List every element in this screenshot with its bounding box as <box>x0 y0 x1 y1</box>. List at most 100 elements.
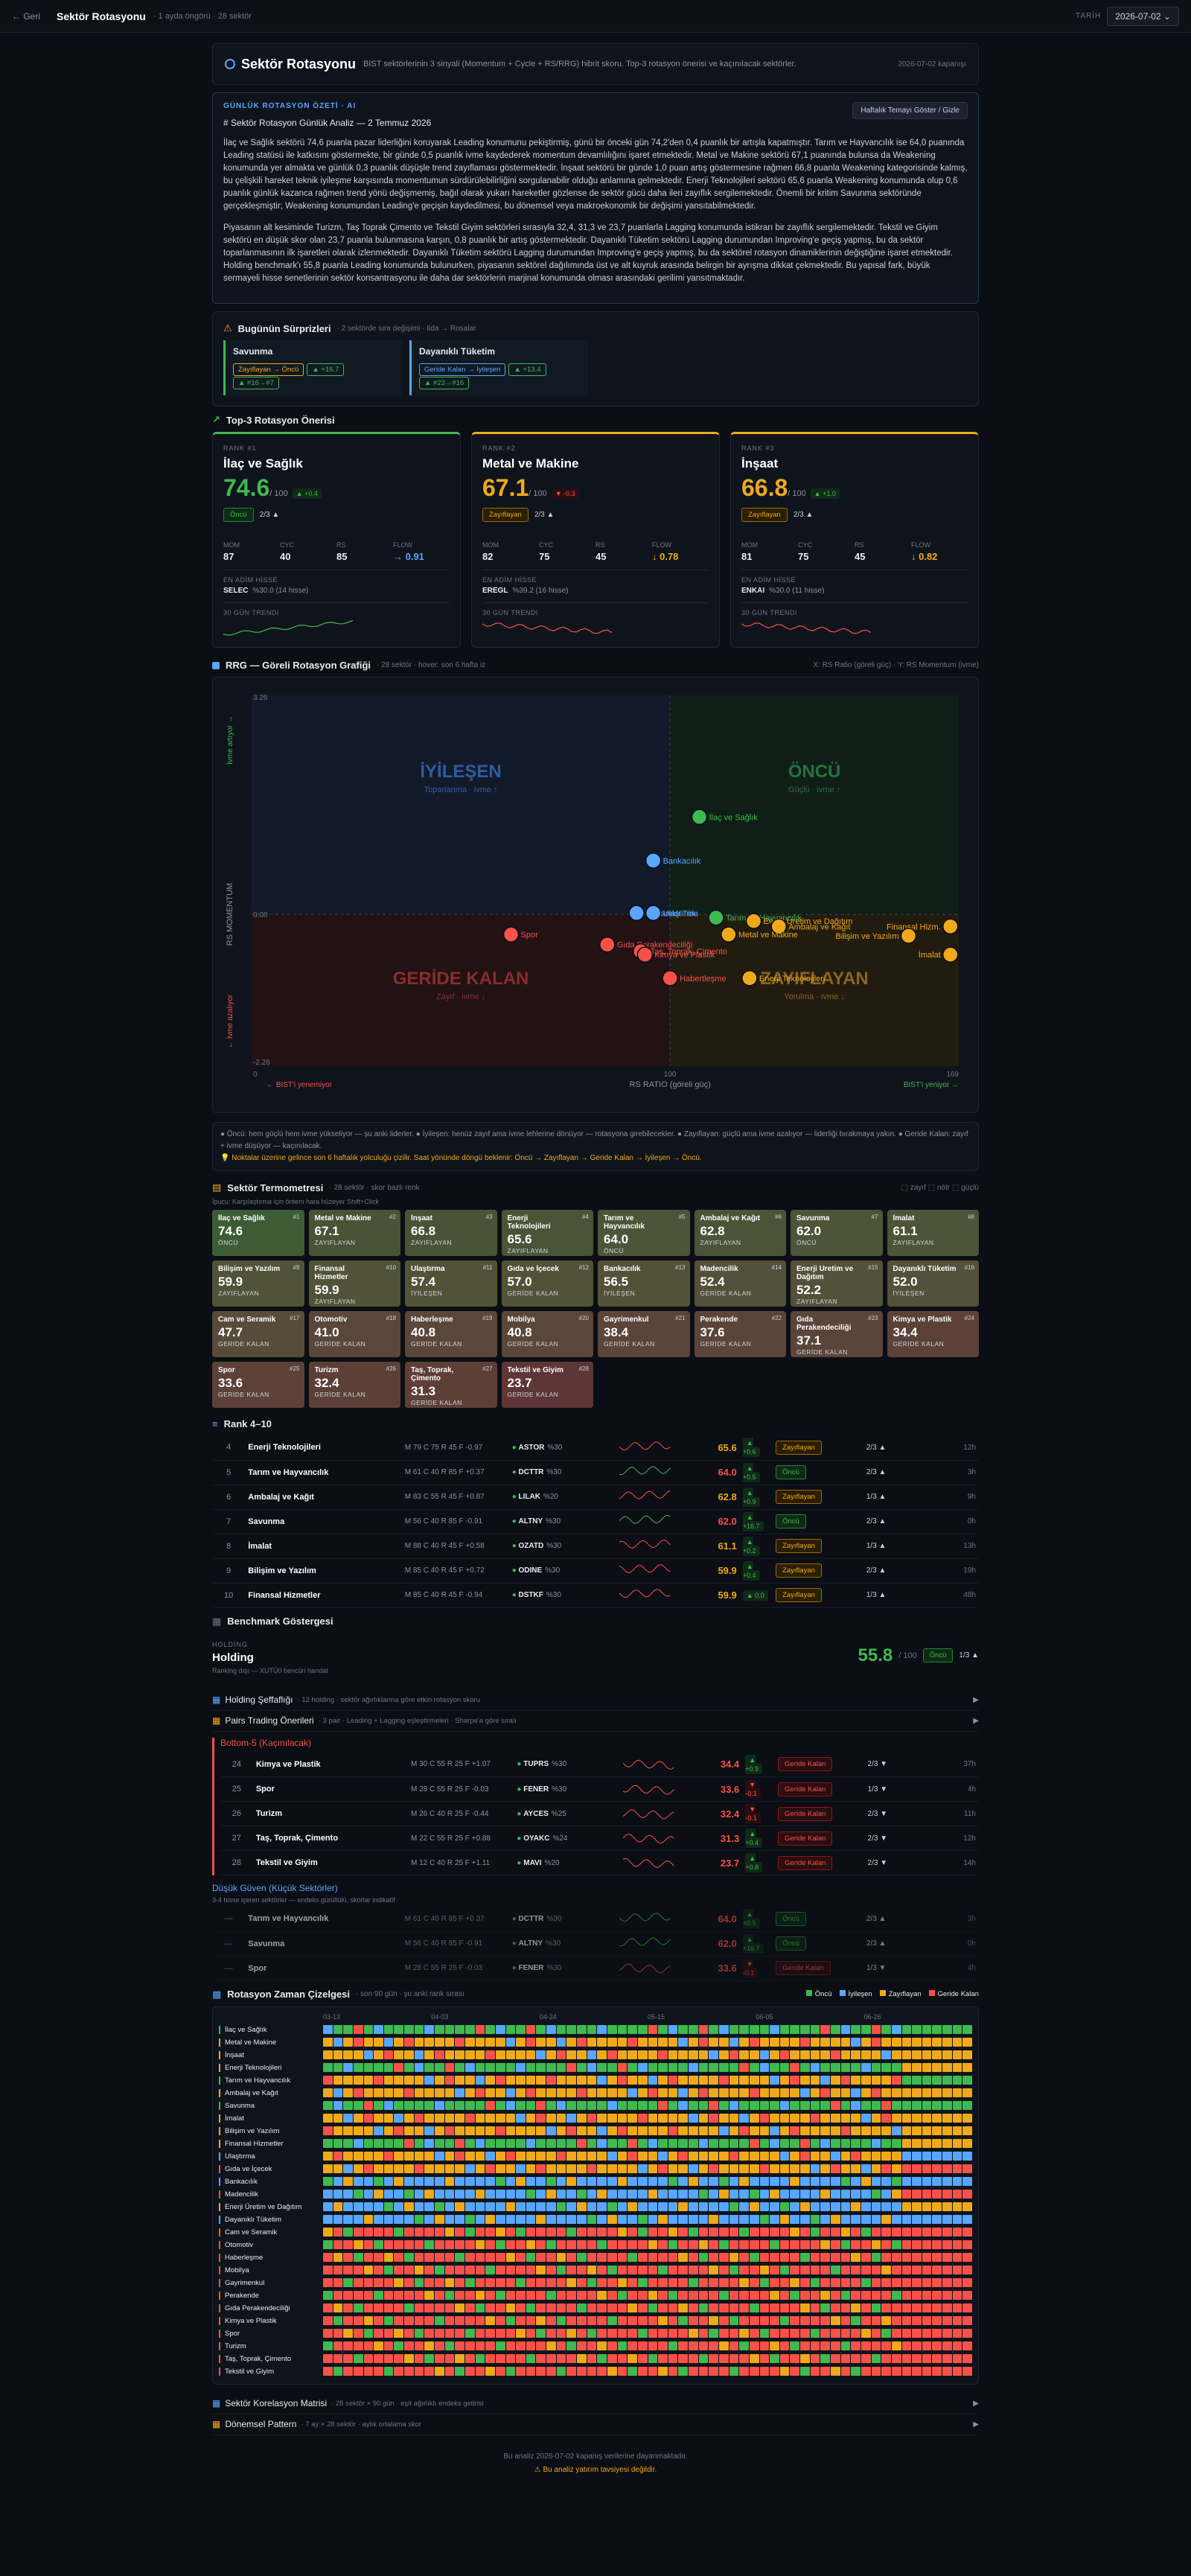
sector-tile[interactable]: #15 Enerji Üretim ve Dağıtım 52.2 ZAYIFLAYA… <box>791 1260 883 1307</box>
timeline-row[interactable]: Ambalaj ve Kağıt <box>219 2087 972 2100</box>
sector-tile[interactable]: #1 İlaç ve Sağlık 74.6 ÖNCÜ <box>212 1210 304 1256</box>
table-row[interactable]: 6 Ambalaj ve Kağıt M 83 C 55 R 45 F +0.87 ●… <box>212 1485 979 1510</box>
sector-point[interactable] <box>628 905 645 922</box>
table-row[interactable]: 7 Savunma M 56 C 40 R 85 F -0.91 ● ALTNY %30… <box>212 1509 979 1534</box>
sector-tile[interactable]: #26 Turizm 32.4 GERİDE KALAN <box>308 1362 400 1408</box>
timeline-row[interactable]: Kimya ve Plastik <box>219 2315 972 2327</box>
sector-tile[interactable]: #5 Tarım ve Hayvancılık 64.0 ÖNCÜ <box>598 1210 690 1256</box>
sector-tile[interactable]: #21 Gayrimenkul 38.4 GERİDE KALAN <box>598 1311 690 1357</box>
sector-tile[interactable]: #6 Ambalaj ve Kağıt 62.8 ZAYIFLAYAN <box>694 1210 786 1256</box>
table-row[interactable]: 27 Taş, Toprak, Çimento M 22 C 55 R 25 F +… <box>220 1826 979 1851</box>
timeline-row[interactable]: Turizm <box>219 2340 972 2353</box>
sector-tile[interactable]: #17 Cam ve Seramik 47.7 GERİDE KALAN <box>212 1311 304 1357</box>
sector-point[interactable] <box>741 970 758 986</box>
sector-tile[interactable]: #11 Ulaştırma 57.4 İYİLEŞEN <box>405 1260 497 1307</box>
timeline-row[interactable]: Otomotiv <box>219 2239 972 2251</box>
table-row[interactable]: — Tarım ve Hayvancılık M 61 C 40 R 85 F +0… <box>212 1907 979 1932</box>
timeline-row[interactable]: Tekstil ve Giyim <box>219 2365 972 2378</box>
table-row[interactable]: 24 Kimya ve Plastik M 30 C 55 R 25 F +1.07… <box>220 1752 979 1777</box>
timeline-row[interactable]: Tarım ve Hayvancılık <box>219 2074 972 2087</box>
timeline-row[interactable]: Haberleşme <box>219 2251 972 2264</box>
timeline-row[interactable]: İnşaat <box>219 2049 972 2062</box>
top3-card[interactable]: RANK #3 İnşaat 66.8/ 100 ▲ +1.0 Zayıflayan 2/… <box>730 432 979 648</box>
table-row[interactable]: 10 Finansal Hizmetler M 85 C 40 R 45 F -0.… <box>212 1583 979 1608</box>
timeline-row[interactable]: Enerji Teknolojileri <box>219 2062 972 2074</box>
table-row[interactable]: 8 İmalat M 88 C 40 R 45 F +0.58 ● OZATD %30 6… <box>212 1534 979 1559</box>
table-row[interactable]: 25 Spor M 28 C 55 R 25 F -0.03 ● FENER %30 33… <box>220 1776 979 1802</box>
timeline-row[interactable]: Finansal Hizmetler <box>219 2137 972 2150</box>
back-button[interactable]: ← Geri <box>12 10 41 22</box>
timeline-row[interactable]: Dayanıklı Tüketim <box>219 2213 972 2226</box>
sector-point[interactable] <box>900 928 917 944</box>
timeline-row[interactable]: Madencilik <box>219 2188 972 2201</box>
sector-tile[interactable]: #2 Metal ve Makine 67.1 ZAYIFLAYAN <box>308 1210 400 1256</box>
sector-tile[interactable]: #9 Bilişim ve Yazılım 59.9 ZAYIFLAYAN <box>212 1260 304 1307</box>
sector-point[interactable] <box>708 909 724 926</box>
timeline-row[interactable]: Gıda Perakendeciliği <box>219 2302 972 2315</box>
table-row[interactable]: — Spor M 28 C 55 R 25 F -0.03 ● FENER %30 33.… <box>212 1956 979 1981</box>
top3-card[interactable]: RANK #2 Metal ve Makine 67.1/ 100 ▼ -0.3 Zay… <box>471 432 720 648</box>
sector-point[interactable] <box>502 926 520 943</box>
sector-point[interactable] <box>662 970 678 986</box>
timeline-row[interactable]: İmalat <box>219 2112 972 2125</box>
sector-tile[interactable]: #8 İmalat 61.1 ZAYIFLAYAN <box>887 1210 979 1256</box>
pattern-toggle[interactable]: ▦ Dönemsel Pattern · 7 ay × 28 sektör · ay… <box>212 2414 979 2435</box>
sector-tile[interactable]: #12 Gıda ve İçecek 57.0 GERİDE KALAN <box>501 1260 593 1307</box>
timeline-row[interactable]: Ulaştırma <box>219 2150 972 2163</box>
top3-card[interactable]: RANK #1 İlaç ve Sağlık 74.6/ 100 ▲ +0.4 Öncü… <box>212 432 461 648</box>
sector-tile[interactable]: #7 Savunma 62.0 ÖNCÜ <box>791 1210 883 1256</box>
sector-tile[interactable]: #27 Taş, Toprak, Çimento 31.3 GERİDE KALAN <box>405 1362 497 1408</box>
sector-tile[interactable]: #25 Spor 33.6 GERİDE KALAN <box>212 1362 304 1408</box>
sector-tile[interactable]: #18 Otomotiv 41.0 GERİDE KALAN <box>308 1311 400 1357</box>
timeline-row[interactable]: Gıda ve İçecek <box>219 2163 972 2175</box>
date-select[interactable]: 2026-07-02 ⌄ <box>1107 6 1179 26</box>
sector-tile[interactable]: #28 Tekstil ve Giyim 23.7 GERİDE KALAN <box>501 1362 593 1408</box>
surprise-item[interactable]: Dayanıklı Tüketim Geride Kalan → İyileşen… <box>409 340 588 395</box>
table-row[interactable]: 28 Tekstil ve Giyim M 12 C 40 R 25 F +1.11… <box>220 1850 979 1875</box>
timeline-row[interactable]: Bankacılık <box>219 2175 972 2188</box>
sector-tile[interactable]: #16 Dayanıklı Tüketim 52.0 İYİLEŞEN <box>887 1260 979 1307</box>
table-row[interactable]: 5 Tarım ve Hayvancılık M 61 C 40 R 85 F +0… <box>212 1460 979 1485</box>
sector-tile[interactable]: #14 Madencilik 52.4 GERİDE KALAN <box>694 1260 786 1307</box>
sector-tile[interactable]: #10 Finansal Hizmetler 59.9 ZAYIFLAYAN <box>308 1260 400 1307</box>
sector-tile[interactable]: #22 Perakende 37.6 GERİDE KALAN <box>694 1311 786 1357</box>
timeline-row[interactable]: Cam ve Seramik <box>219 2226 972 2239</box>
sector-point[interactable] <box>636 946 654 963</box>
sector-tile[interactable]: #3 İnşaat 66.8 ZAYIFLAYAN <box>405 1210 497 1256</box>
sector-point[interactable] <box>691 809 708 826</box>
correlation-toggle[interactable]: ▦ Sektör Korelasyon Matrisi · 28 sektör × … <box>212 2394 979 2414</box>
timeline-row[interactable]: Taş, Toprak, Çimento <box>219 2353 972 2365</box>
sector-point[interactable] <box>745 913 762 929</box>
timeline-row[interactable]: Metal ve Makine <box>219 2036 972 2049</box>
timeline-row[interactable]: Bilişim ve Yazılım <box>219 2125 972 2137</box>
sector-point[interactable] <box>645 905 662 922</box>
sector-point[interactable] <box>770 918 788 935</box>
sector-tile[interactable]: #20 Mobilya 40.8 GERİDE KALAN <box>501 1311 593 1357</box>
timeline-row[interactable]: Savunma <box>219 2100 972 2112</box>
table-row[interactable]: 26 Turizm M 26 C 40 R 25 F -0.44 ● AYCES %25… <box>220 1801 979 1826</box>
sector-tile[interactable]: #24 Kimya ve Plastik 34.4 GERİDE KALAN <box>887 1311 979 1357</box>
table-row[interactable]: — Savunma M 56 C 40 R 85 F -0.91 ● ALTNY %30… <box>212 1931 979 1957</box>
table-row[interactable]: 9 Bilişim ve Yazılım M 85 C 40 R 45 F +0.7… <box>212 1558 979 1584</box>
timeline-row[interactable]: İlaç ve Sağlık <box>219 2024 972 2036</box>
sector-point[interactable] <box>645 852 662 869</box>
sector-tile[interactable]: #23 Gıda Perakendeciliği 37.1 GERİDE KALAN <box>791 1311 883 1357</box>
holding-transparency-toggle[interactable]: ▦ Holding Şeffaflığı · 12 holding · sektör… <box>212 1690 979 1711</box>
sector-point[interactable] <box>942 918 959 935</box>
timeline-row[interactable]: Spor <box>219 2327 972 2340</box>
surprise-item[interactable]: Savunma Zayıflayan → Öncü ▲ +16.7▲ #16→#7 <box>223 340 402 395</box>
sector-tile[interactable]: #13 Bankacılık 56.5 İYİLEŞEN <box>598 1260 690 1307</box>
sector-point[interactable] <box>599 936 616 953</box>
sector-point[interactable] <box>942 946 959 963</box>
sector-tile[interactable]: #19 Haberleşme 40.8 GERİDE KALAN <box>405 1311 497 1357</box>
timeline-row[interactable]: Mobilya <box>219 2264 972 2277</box>
timeline-row[interactable]: Perakende <box>219 2289 972 2302</box>
sector-point[interactable] <box>721 926 737 943</box>
timeline-row[interactable]: Enerji Üretim ve Dağıtım <box>219 2201 972 2213</box>
sector-tile[interactable]: #4 Enerji Teknolojileri 65.6 ZAYIFLAYAN <box>501 1210 593 1256</box>
timeline-row[interactable]: Gayrimenkul <box>219 2277 972 2289</box>
pairs-toggle[interactable]: ▦ Pairs Trading Önerileri · 3 pair · Leadi… <box>212 1711 979 1732</box>
weekly-theme-button[interactable]: Haftalık Temayı Göster / Gizle <box>852 102 968 119</box>
table-row[interactable]: 4 Enerji Teknolojileri M 79 C 75 R 45 F -0… <box>212 1435 979 1461</box>
